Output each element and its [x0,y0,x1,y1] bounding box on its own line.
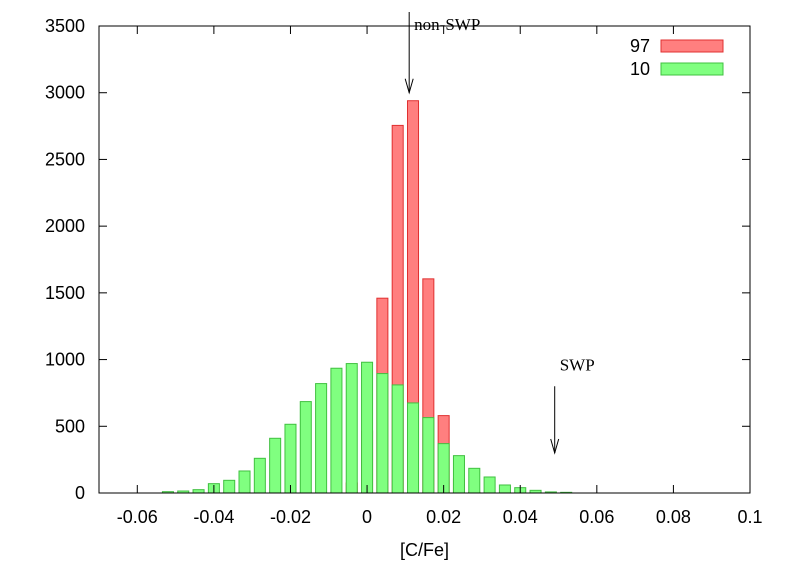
legend-swatch [660,39,724,53]
y-tick-label: 1500 [45,283,85,303]
bar-series-10 [422,417,435,494]
bar-series-10 [345,363,358,494]
bar-series-10 [315,383,328,494]
x-axis-label: [C/Fe] [400,540,449,560]
bar-series-10 [330,367,343,494]
annotation-label: non-SWP [414,15,480,34]
legend-label: 97 [630,36,650,56]
x-axis-ticks: -0.06 -0.04 -0.02 0 0.02 0.04 0.06 0.08 0.1 [117,26,763,527]
bar-series-10 [498,484,511,494]
x-tick-label: 0.1 [737,507,762,527]
y-tick-label: 2000 [45,216,85,236]
bar-series-10 [253,457,266,494]
bar-series-10 [238,470,251,494]
bar-series-10 [361,361,374,494]
legend-swatch [660,62,724,76]
bar-series-10 [376,373,389,494]
y-tick-label: 3000 [45,83,85,103]
x-tick-label: 0.04 [503,507,538,527]
x-tick-label: 0.06 [579,507,614,527]
y-tick-label: 2500 [45,149,85,169]
bar-series-10 [284,423,297,494]
bar-series-10 [452,455,465,494]
annotation-arrowhead [550,438,560,455]
annotation-arrowhead [404,78,414,95]
y-tick-label: 0 [75,483,85,503]
bar-series-10 [483,476,496,494]
bar-series-10 [269,437,282,494]
bars-layer [161,100,573,494]
legend-label: 10 [630,59,650,79]
x-tick-label: -0.04 [193,507,234,527]
bar-series-10 [223,479,236,494]
x-tick-label: -0.06 [117,507,158,527]
annotations: non-SWP SWP [404,12,595,455]
annotation-label: SWP [560,355,595,374]
y-tick-label: 3500 [45,16,85,36]
x-tick-label: -0.02 [270,507,311,527]
bar-series-10 [391,384,404,494]
bar-series-10 [468,467,481,494]
y-axis-ticks: 0 500 1000 1500 2000 2500 3000 3500 [45,16,750,503]
bar-series-10 [299,401,312,494]
plot-frame [98,25,751,494]
bar-series-10 [192,489,205,494]
bar-series-10 [407,402,420,494]
x-tick-label: 0 [362,507,372,527]
x-tick-label: 0.08 [656,507,691,527]
x-tick-label: 0.02 [426,507,461,527]
y-tick-label: 500 [55,416,85,436]
y-tick-label: 1000 [45,350,85,370]
